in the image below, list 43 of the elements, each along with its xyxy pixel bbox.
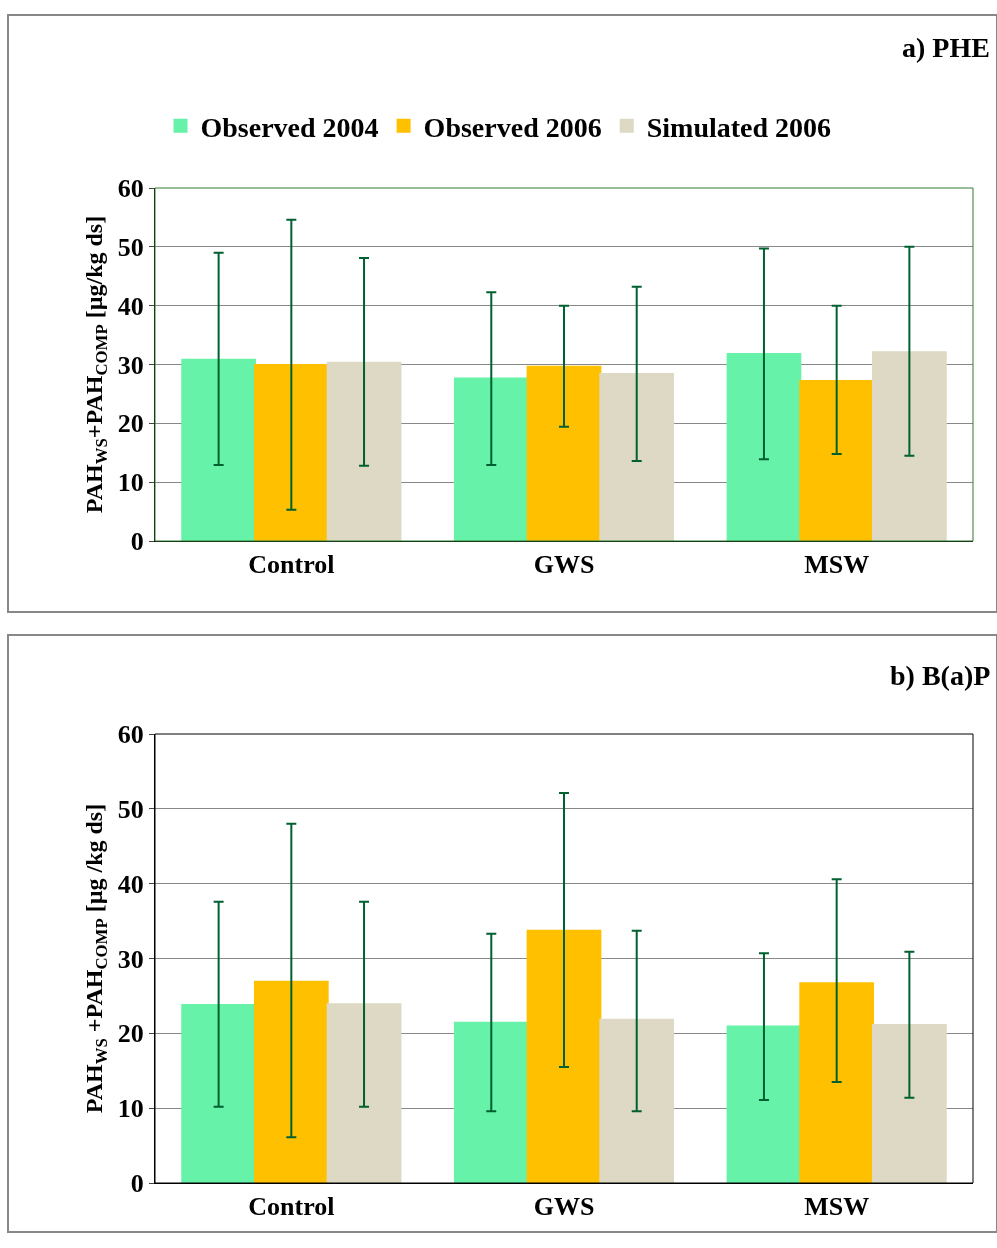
y-tick-label: 20 <box>117 1019 144 1049</box>
chart-title: a) PHE <box>902 32 990 63</box>
bar <box>799 982 875 1183</box>
y-tick-label: 10 <box>117 468 144 498</box>
y-tick-label: 30 <box>117 944 144 974</box>
bar <box>326 361 402 541</box>
y-tick-label: 60 <box>117 174 144 204</box>
x-tick-label: GWS <box>533 1192 595 1222</box>
legend-label: Simulated 2006 <box>646 111 832 143</box>
x-tick-label: GWS <box>533 550 595 580</box>
bar <box>526 365 602 541</box>
y-tick-label: 60 <box>117 720 144 750</box>
x-tick-label: Control <box>248 1192 335 1222</box>
legend-label: Observed 2004 <box>200 111 379 143</box>
bar <box>453 377 529 541</box>
x-tick-label: MSW <box>804 1192 870 1222</box>
y-tick-label: 40 <box>117 869 144 899</box>
bar <box>526 929 602 1183</box>
bar <box>726 1025 802 1183</box>
bar <box>253 364 329 541</box>
bar <box>799 379 875 541</box>
bar <box>872 1024 947 1183</box>
y-tick-label: 0 <box>130 527 144 557</box>
bar <box>253 980 329 1183</box>
bar <box>181 1003 256 1183</box>
chart-title: b) B(a)P <box>890 660 991 691</box>
y-tick-label: 40 <box>117 291 144 321</box>
bar <box>181 358 256 541</box>
bar <box>872 351 947 541</box>
x-tick-label: Control <box>248 550 335 580</box>
bar <box>453 1021 529 1183</box>
bar <box>326 1003 402 1183</box>
bar <box>599 1018 675 1183</box>
y-tick-label: 20 <box>117 409 144 439</box>
bar <box>726 352 802 541</box>
y-tick-label: 0 <box>130 1169 144 1199</box>
x-tick-label: MSW <box>804 550 870 580</box>
y-tick-label: 50 <box>117 232 144 262</box>
y-tick-label: 10 <box>117 1094 144 1124</box>
y-tick-label: 30 <box>117 350 144 380</box>
bar <box>599 372 675 541</box>
y-tick-label: 50 <box>117 794 144 824</box>
legend-label: Observed 2006 <box>423 111 602 143</box>
